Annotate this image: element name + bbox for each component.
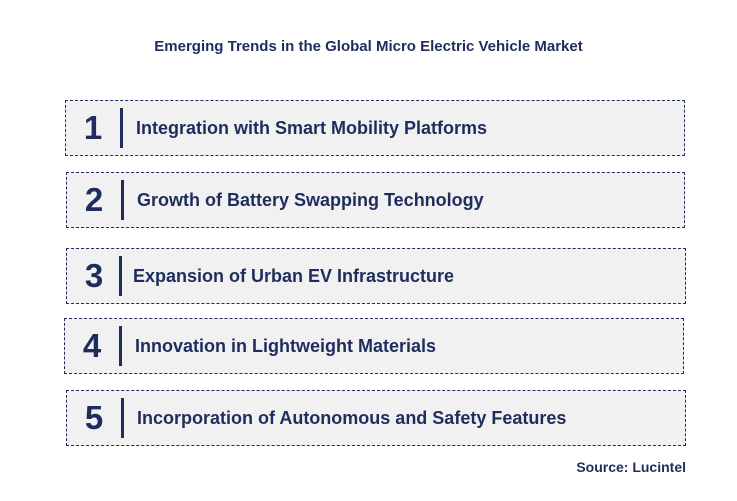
divider-bar xyxy=(121,398,124,438)
trend-label: Innovation in Lightweight Materials xyxy=(135,335,437,356)
trend-item-2: 2 Growth of Battery Swapping Technology xyxy=(66,172,685,228)
trend-number: 4 xyxy=(82,327,102,364)
trend-label: Incorporation of Autonomous and Safety F… xyxy=(137,407,567,428)
trend-item-4: 4 Innovation in Lightweight Materials xyxy=(64,318,684,374)
trend-number: 3 xyxy=(84,257,104,294)
trend-number: 1 xyxy=(83,109,103,146)
trend-label: Expansion of Urban EV Infrastructure xyxy=(133,265,455,286)
trend-item-1: 1 Integration with Smart Mobility Platfo… xyxy=(65,100,685,156)
divider-bar xyxy=(120,108,123,148)
trend-label: Growth of Battery Swapping Technology xyxy=(137,189,484,210)
trend-item-3: 3 Expansion of Urban EV Infrastructure xyxy=(66,248,686,304)
trend-item-5: 5 Incorporation of Autonomous and Safety… xyxy=(66,390,686,446)
divider-bar xyxy=(119,256,122,296)
trend-number: 5 xyxy=(84,399,104,436)
trend-number: 2 xyxy=(84,181,104,218)
divider-bar xyxy=(121,180,124,220)
divider-bar xyxy=(119,326,122,366)
source-caption: Source: Lucintel xyxy=(576,459,686,475)
diagram-title: Emerging Trends in the Global Micro Elec… xyxy=(154,38,583,55)
trend-label: Integration with Smart Mobility Platform… xyxy=(136,117,488,138)
